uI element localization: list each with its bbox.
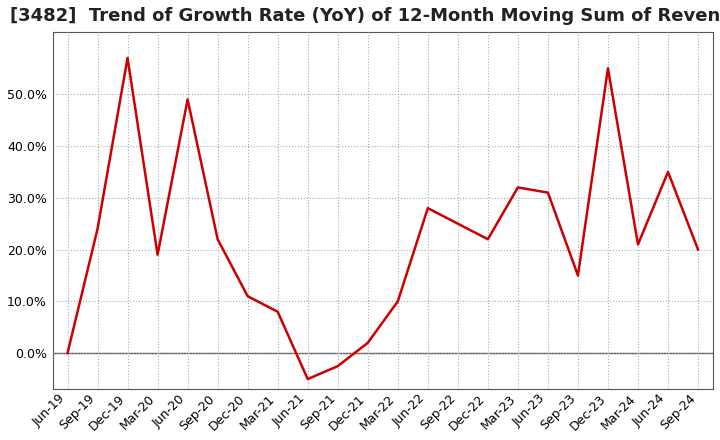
- Title: [3482]  Trend of Growth Rate (YoY) of 12-Month Moving Sum of Revenues: [3482] Trend of Growth Rate (YoY) of 12-…: [10, 7, 720, 25]
